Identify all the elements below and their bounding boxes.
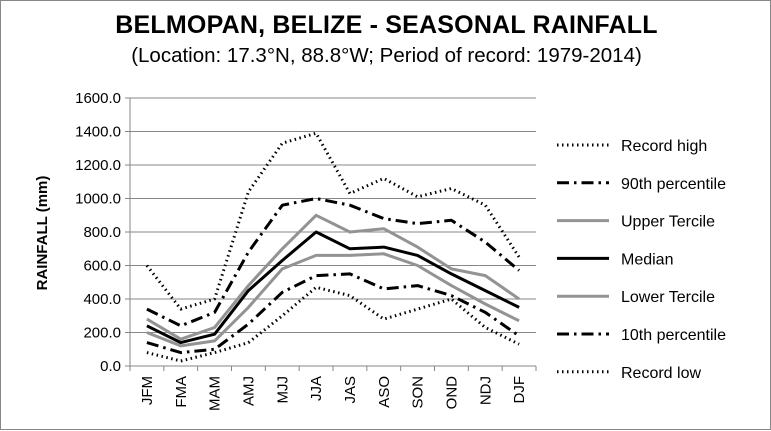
y-axis-label: RAINFALL (mm) <box>34 176 51 291</box>
legend-label: 10th percentile <box>621 327 726 344</box>
gridlines <box>125 97 536 367</box>
x-tick-label: JAS <box>342 376 359 404</box>
series-line-lower-tercile <box>146 252 520 348</box>
x-tick-label: AMJ <box>240 376 257 406</box>
x-tick-label: JJA <box>308 376 325 401</box>
legend-label: Median <box>621 251 673 268</box>
y-tick-label: 1200.0 <box>75 157 121 174</box>
legend-label: Record high <box>621 138 707 155</box>
chart-subtitle: (Location: 17.3°N, 88.8°W; Period of rec… <box>131 44 642 67</box>
y-tick-labels: 0.0 200.0 400.0 600.0 800.0 1000.0 1200.0 1400.… <box>75 90 121 375</box>
x-tick-label: NDJ <box>477 376 494 405</box>
x-tick-label: FMA <box>173 376 190 408</box>
x-tick-label: MJJ <box>274 376 291 404</box>
series-line-record-high <box>145 131 521 311</box>
series-line-median <box>146 230 520 345</box>
legend-label: 90th percentile <box>621 176 726 193</box>
y-tick-label: 800.0 <box>83 224 121 241</box>
series-line-90th-percentile <box>146 197 521 328</box>
x-tick-labels: JFM FMA MAM AMJ MJJ JJA JAS ASO SON OND NDJ DJF <box>129 366 537 411</box>
y-tick-label: 1400.0 <box>75 124 121 141</box>
legend-label: Upper Tercile <box>621 214 715 231</box>
y-tick-label: 200.0 <box>83 325 121 342</box>
x-tick-label: ASO <box>376 376 393 408</box>
x-tick-label: JFM <box>139 376 156 405</box>
y-tick-label: 1600.0 <box>75 90 121 107</box>
y-tick-label: 1000.0 <box>75 191 121 208</box>
x-tick-label: MAM <box>207 376 224 411</box>
legend-label: Lower Tercile <box>621 289 715 306</box>
chart-title: BELMOPAN, BELIZE - SEASONAL RAINFALL <box>115 11 658 39</box>
series-line-upper-tercile <box>146 213 520 341</box>
y-tick-label: 600.0 <box>83 258 121 275</box>
x-tick-label: SON <box>410 376 427 409</box>
series-lines <box>145 131 521 363</box>
y-tick-label: 0.0 <box>100 358 121 375</box>
y-tick-label: 400.0 <box>83 291 121 308</box>
x-tick-label: OND <box>443 376 460 410</box>
series-line-record-low <box>146 285 520 363</box>
legend: Record high 90th percentile Upper Tercile M… <box>557 138 726 382</box>
series-line-10th-percentile <box>146 272 520 355</box>
legend-label: Record low <box>621 365 701 382</box>
x-tick-label: DJF <box>511 376 528 404</box>
